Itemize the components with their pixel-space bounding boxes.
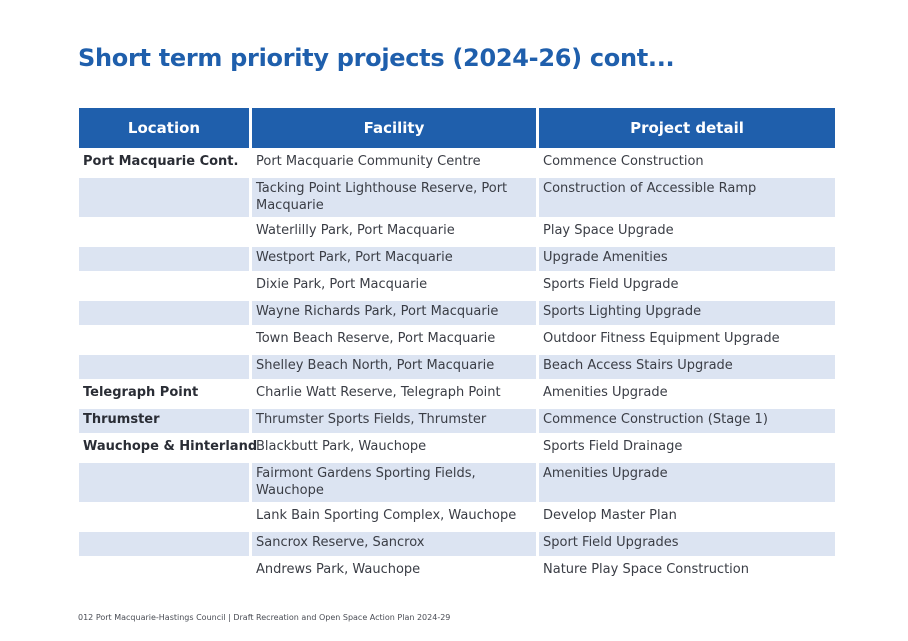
facility-cell: Westport Park, Port Macquarie bbox=[252, 247, 536, 271]
facility-cell: Sancrox Reserve, Sancrox bbox=[252, 532, 536, 556]
project-detail-cell: Beach Access Stairs Upgrade bbox=[539, 355, 835, 379]
location-cell bbox=[79, 328, 249, 352]
project-detail-cell: Amenities Upgrade bbox=[539, 463, 835, 502]
facility-cell: Fairmont Gardens Sporting Fields, Waucho… bbox=[252, 463, 536, 502]
project-detail-cell: Develop Master Plan bbox=[543, 508, 677, 523]
location-cell bbox=[79, 355, 249, 379]
table-row: Sancrox Reserve, Sancrox Sport Field Upg… bbox=[79, 532, 835, 556]
facility-cell: Dixie Park, Port Macquarie bbox=[256, 277, 428, 292]
project-detail-cell: Upgrade Amenities bbox=[539, 247, 835, 271]
location-cell bbox=[79, 178, 249, 217]
column-header-facility: Facility bbox=[252, 108, 536, 148]
table-row: Wauchope & Hinterland Blackbutt Park, Wa… bbox=[79, 436, 835, 460]
location-cell: Thrumster bbox=[79, 409, 249, 433]
location-cell bbox=[79, 532, 249, 556]
facility-cell: Wayne Richards Park, Port Macquarie bbox=[252, 301, 536, 325]
facility-cell: Andrews Park, Wauchope bbox=[256, 562, 421, 577]
location-cell bbox=[79, 559, 249, 583]
location-cell bbox=[79, 220, 249, 244]
facility-cell: Lank Bain Sporting Complex, Wauchope bbox=[256, 508, 517, 523]
project-detail-cell: Commence Construction bbox=[543, 154, 704, 169]
project-detail-cell: Nature Play Space Construction bbox=[543, 562, 749, 577]
location-cell bbox=[79, 505, 249, 529]
table-row: Dixie Park, Port Macquarie Sports Field … bbox=[79, 274, 835, 298]
project-detail-cell: Sports Field Upgrade bbox=[543, 277, 679, 292]
project-detail-cell: Construction of Accessible Ramp bbox=[539, 178, 835, 217]
priority-projects-table: Location Facility Project detail Port Ma… bbox=[76, 105, 838, 586]
project-detail-cell: Sport Field Upgrades bbox=[539, 532, 835, 556]
location-cell bbox=[79, 463, 249, 502]
table-row: Thrumster Thrumster Sports Fields, Thrum… bbox=[79, 409, 835, 433]
table-row: Telegraph Point Charlie Watt Reserve, Te… bbox=[79, 382, 835, 406]
page-title: Short term priority projects (2024-26) c… bbox=[78, 44, 675, 72]
project-detail-cell: Outdoor Fitness Equipment Upgrade bbox=[543, 331, 780, 346]
table-row: Andrews Park, Wauchope Nature Play Space… bbox=[79, 559, 835, 583]
location-cell bbox=[79, 247, 249, 271]
table-header-row: Location Facility Project detail bbox=[79, 108, 835, 148]
project-detail-cell: Sports Lighting Upgrade bbox=[539, 301, 835, 325]
page-footer: 012 Port Macquarie-Hastings Council | Dr… bbox=[78, 613, 451, 622]
facility-cell: Charlie Watt Reserve, Telegraph Point bbox=[256, 385, 501, 400]
project-detail-cell: Play Space Upgrade bbox=[543, 223, 674, 238]
table-row: Port Macquarie Cont. Port Macquarie Comm… bbox=[79, 151, 835, 175]
location-cell bbox=[79, 274, 249, 298]
facility-cell: Tacking Point Lighthouse Reserve, Port M… bbox=[252, 178, 536, 217]
project-detail-cell: Sports Field Drainage bbox=[543, 439, 683, 454]
facility-cell: Port Macquarie Community Centre bbox=[256, 154, 481, 169]
location-cell: Wauchope & Hinterland bbox=[83, 439, 258, 454]
location-cell: Port Macquarie Cont. bbox=[83, 154, 239, 169]
column-header-location: Location bbox=[79, 108, 249, 148]
location-cell bbox=[79, 301, 249, 325]
table-row: Lank Bain Sporting Complex, Wauchope Dev… bbox=[79, 505, 835, 529]
table-row: Town Beach Reserve, Port Macquarie Outdo… bbox=[79, 328, 835, 352]
table-row: Waterlilly Park, Port Macquarie Play Spa… bbox=[79, 220, 835, 244]
table-row: Tacking Point Lighthouse Reserve, Port M… bbox=[79, 178, 835, 217]
table-row: Fairmont Gardens Sporting Fields, Waucho… bbox=[79, 463, 835, 502]
location-cell: Telegraph Point bbox=[83, 385, 199, 400]
table-row: Westport Park, Port Macquarie Upgrade Am… bbox=[79, 247, 835, 271]
project-detail-cell: Commence Construction (Stage 1) bbox=[539, 409, 835, 433]
table-row: Wayne Richards Park, Port Macquarie Spor… bbox=[79, 301, 835, 325]
table-row: Shelley Beach North, Port Macquarie Beac… bbox=[79, 355, 835, 379]
facility-cell: Shelley Beach North, Port Macquarie bbox=[252, 355, 536, 379]
facility-cell: Blackbutt Park, Wauchope bbox=[256, 439, 427, 454]
column-header-project-detail: Project detail bbox=[539, 108, 835, 148]
facility-cell: Town Beach Reserve, Port Macquarie bbox=[256, 331, 496, 346]
facility-cell: Thrumster Sports Fields, Thrumster bbox=[252, 409, 536, 433]
project-detail-cell: Amenities Upgrade bbox=[543, 385, 668, 400]
facility-cell: Waterlilly Park, Port Macquarie bbox=[256, 223, 455, 238]
